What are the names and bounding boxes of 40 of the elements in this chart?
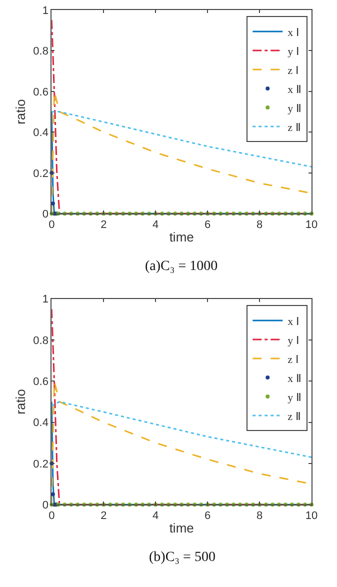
text: (a)C₃ = 1000 — [145, 259, 218, 274]
y-tick-label: 0 — [42, 208, 48, 220]
x-tick-label: 2 — [100, 218, 107, 231]
legend-label: x Ⅱ — [288, 84, 301, 96]
x-tick-label: 4 — [152, 510, 159, 522]
x-axis-title: time — [169, 229, 194, 244]
x-tick-label: 10 — [305, 218, 318, 231]
legend-label: x Ⅰ — [288, 26, 299, 39]
x-tick-label: 8 — [256, 218, 263, 231]
x-tick-label: 2 — [100, 510, 107, 522]
y-tick-label: 0.4 — [33, 127, 48, 139]
x-tick-label: 4 — [152, 218, 159, 231]
x-tick-label: 10 — [305, 510, 318, 522]
legend-label: z Ⅱ — [288, 122, 300, 134]
y-tick-label: 0.6 — [33, 86, 48, 98]
legend-label: y Ⅱ — [288, 102, 301, 115]
y-axis-title: ratio — [13, 99, 28, 124]
x-tick-label: 6 — [204, 218, 211, 231]
y-tick-label: 1 — [42, 294, 48, 306]
text: (b)C₃ = 500 — [149, 550, 216, 565]
legend-label: z Ⅱ — [288, 410, 300, 423]
legend-label: x Ⅱ — [288, 372, 301, 385]
y-tick-label: 0 — [42, 499, 48, 512]
legend-label: y Ⅱ — [288, 392, 301, 404]
y-tick-label: 0.8 — [33, 46, 48, 58]
y-tick-label: 1 — [42, 4, 48, 17]
x-tick-label: 6 — [204, 510, 211, 522]
x-axis-title: time — [169, 520, 194, 536]
y-tick-label: 0.8 — [33, 334, 48, 347]
legend-label: z Ⅰ — [288, 64, 298, 77]
x-tick-label: 8 — [256, 510, 263, 522]
y-tick-label: 0.2 — [33, 458, 48, 470]
y-tick-label: 0.2 — [33, 168, 48, 180]
y-tick-label: 0.6 — [33, 376, 48, 388]
legend-label: y Ⅰ — [288, 46, 299, 58]
legend-label: z Ⅰ — [288, 354, 298, 366]
y-axis-title: ratio — [13, 389, 28, 414]
legend-label: x Ⅰ — [288, 316, 299, 328]
y-tick-label: 0.4 — [33, 417, 48, 430]
legend-label: y Ⅰ — [288, 334, 299, 347]
